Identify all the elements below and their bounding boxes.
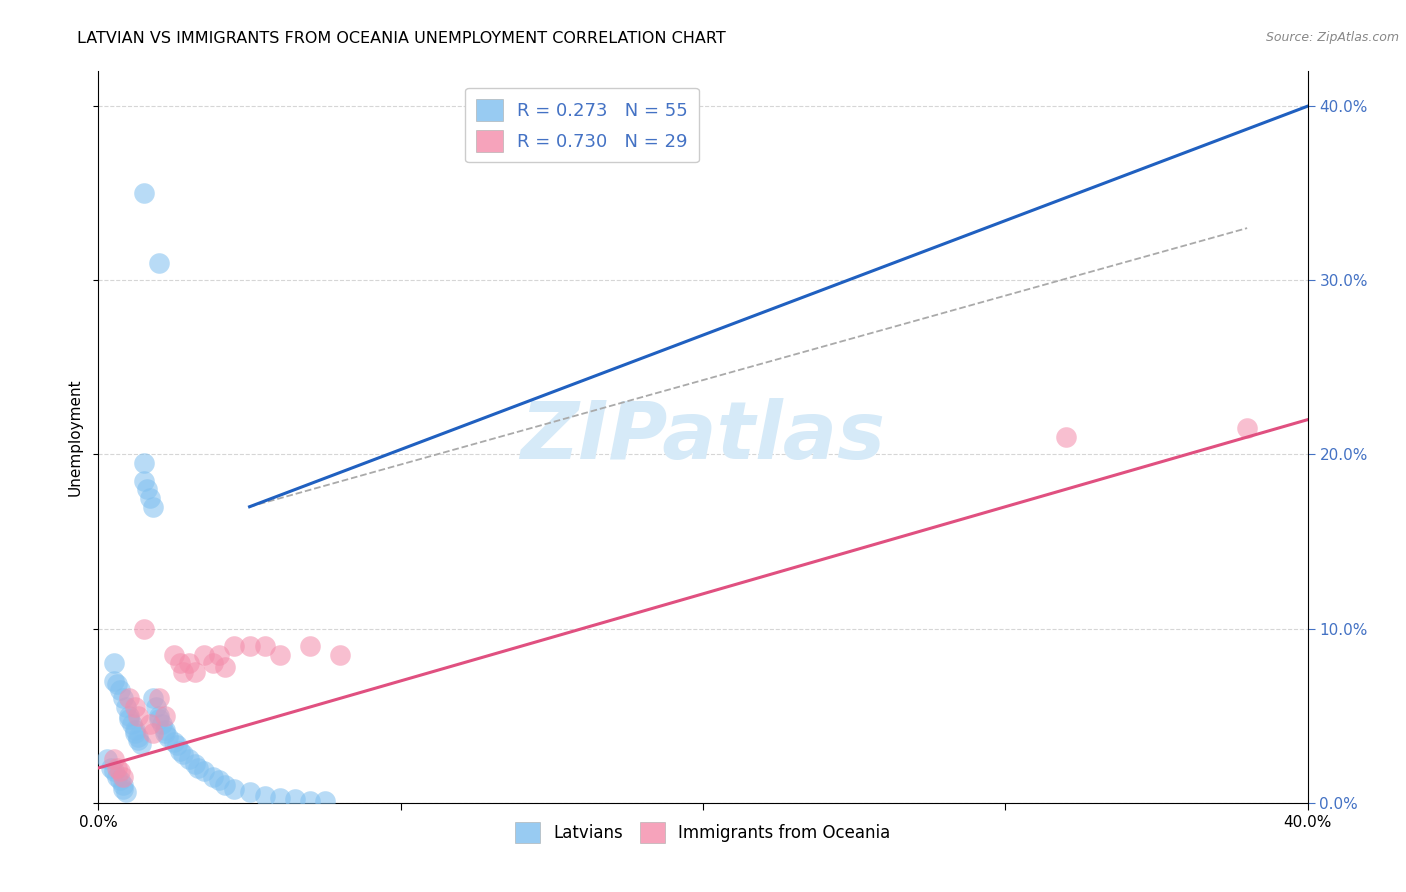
Point: [118, 708, 141, 723]
Y-axis label: Unemployment: Unemployment: [67, 378, 83, 496]
Point: [132, 622, 155, 636]
Point: [108, 764, 131, 779]
Point: [139, 491, 162, 505]
Point: [135, 483, 157, 497]
Point: [202, 657, 225, 671]
Point: [124, 700, 146, 714]
Point: [214, 660, 236, 674]
Point: [111, 691, 134, 706]
Point: [153, 708, 176, 723]
Point: [153, 726, 176, 740]
Point: [239, 639, 262, 653]
Point: [111, 770, 134, 784]
Point: [105, 677, 128, 691]
Legend: Latvians, Immigrants from Oceania: Latvians, Immigrants from Oceania: [509, 815, 897, 849]
Point: [184, 757, 207, 772]
Point: [329, 648, 352, 662]
Point: [139, 717, 162, 731]
Point: [224, 639, 246, 653]
Point: [239, 785, 262, 799]
Point: [118, 712, 141, 726]
Point: [166, 739, 188, 753]
Point: [108, 773, 131, 788]
Point: [169, 743, 191, 757]
Point: [187, 761, 209, 775]
Point: [129, 737, 152, 751]
Point: [96, 752, 118, 766]
Point: [172, 747, 194, 761]
Point: [253, 789, 276, 803]
Point: [121, 717, 143, 731]
Text: Source: ZipAtlas.com: Source: ZipAtlas.com: [1265, 31, 1399, 45]
Point: [124, 726, 146, 740]
Point: [103, 673, 125, 688]
Point: [103, 752, 125, 766]
Point: [127, 730, 149, 744]
Point: [103, 764, 125, 779]
Point: [299, 794, 322, 808]
Point: [1054, 430, 1077, 444]
Point: [142, 500, 165, 514]
Point: [299, 639, 322, 653]
Point: [118, 691, 141, 706]
Point: [127, 733, 149, 747]
Point: [184, 665, 207, 680]
Point: [148, 712, 170, 726]
Point: [1236, 421, 1258, 435]
Point: [202, 770, 225, 784]
Point: [142, 726, 165, 740]
Point: [208, 773, 231, 788]
Point: [253, 639, 276, 653]
Point: [172, 665, 194, 680]
Point: [163, 735, 186, 749]
Point: [314, 794, 336, 808]
Point: [114, 700, 136, 714]
Point: [111, 781, 134, 796]
Point: [179, 752, 201, 766]
Point: [193, 648, 215, 662]
Text: LATVIAN VS IMMIGRANTS FROM OCEANIA UNEMPLOYMENT CORRELATION CHART: LATVIAN VS IMMIGRANTS FROM OCEANIA UNEMP…: [77, 31, 725, 46]
Point: [156, 730, 179, 744]
Point: [148, 708, 170, 723]
Point: [124, 723, 146, 737]
Point: [169, 657, 191, 671]
Point: [132, 474, 155, 488]
Point: [269, 648, 291, 662]
Point: [179, 657, 201, 671]
Point: [132, 456, 155, 470]
Point: [163, 648, 186, 662]
Point: [142, 691, 165, 706]
Point: [105, 761, 128, 775]
Point: [114, 785, 136, 799]
Point: [105, 770, 128, 784]
Point: [103, 657, 125, 671]
Point: [214, 778, 236, 792]
Point: [224, 781, 246, 796]
Point: [148, 256, 170, 270]
Point: [150, 717, 173, 731]
Point: [145, 700, 167, 714]
Point: [208, 648, 231, 662]
Point: [284, 792, 307, 806]
Point: [100, 761, 122, 775]
Point: [111, 778, 134, 792]
Point: [148, 691, 170, 706]
Point: [108, 682, 131, 697]
Text: ZIPatlas: ZIPatlas: [520, 398, 886, 476]
Point: [153, 723, 176, 737]
Point: [132, 186, 155, 201]
Point: [193, 764, 215, 779]
Point: [127, 708, 149, 723]
Point: [269, 790, 291, 805]
